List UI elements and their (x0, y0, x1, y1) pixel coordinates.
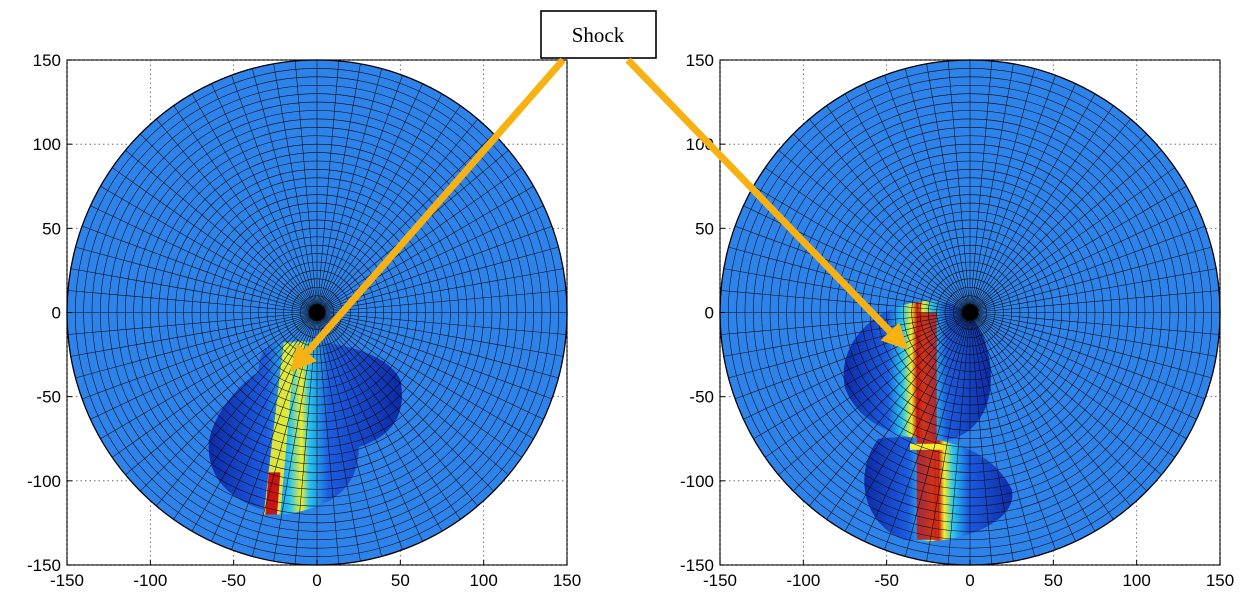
left-plot: -150 -100 -50 0 50 100 150 150 100 50 0 -50 -100 -150 (27, 51, 581, 590)
y-axis-ticks: 150 100 50 0 -50 -100 -150 (27, 51, 72, 575)
x-tick-label: -150 (50, 571, 84, 590)
mesh-center (309, 304, 325, 321)
x-tick-label: 0 (312, 571, 321, 590)
x-tick-label: 50 (391, 571, 410, 590)
callout-box (540, 10, 657, 59)
shock-callout: Shock (540, 10, 657, 59)
x-tick-label: 150 (1206, 571, 1234, 590)
y-tick-label: 50 (695, 219, 714, 238)
heat-region-lower (864, 437, 1013, 542)
shock-band (263, 342, 296, 515)
y-tick-label: 0 (705, 304, 714, 323)
x-tick-label: -100 (786, 571, 820, 590)
callout-arrow (625, 57, 908, 350)
mesh-center (962, 304, 978, 321)
x-tick-label: -150 (703, 571, 737, 590)
x-tick-label: 100 (1122, 571, 1150, 590)
y-tick-label: -100 (680, 472, 714, 491)
y-tick-label: -100 (27, 472, 61, 491)
y-tick-label: -50 (689, 388, 714, 407)
x-tick-label: -50 (221, 571, 246, 590)
shock-core (265, 472, 281, 515)
callout-label: Shock (572, 23, 625, 47)
y-tick-label: -150 (680, 556, 714, 575)
y-tick-label: -50 (36, 388, 61, 407)
y-tick-label: 150 (33, 51, 61, 70)
polar-mesh (720, 60, 1220, 565)
y-tick-label: 0 (52, 304, 61, 323)
callout-arrow (290, 57, 566, 372)
shock-arrows (290, 57, 908, 372)
x-tick-label: 0 (965, 571, 974, 590)
x-tick-label: 50 (1044, 571, 1063, 590)
shock-gap (910, 443, 944, 450)
y-tick-label: -150 (27, 556, 61, 575)
y-tick-label: 150 (686, 51, 714, 70)
y-tick-label: 100 (33, 135, 61, 154)
y-tick-label: 50 (42, 219, 61, 238)
x-tick-label: -100 (133, 571, 167, 590)
x-tick-label: 150 (553, 571, 581, 590)
x-axis-ticks: -150 -100 -50 0 50 100 150 (50, 560, 581, 590)
x-tick-label: -50 (874, 571, 899, 590)
x-axis-ticks: -150 -100 -50 0 50 100 150 (703, 560, 1234, 590)
x-tick-label: 100 (469, 571, 497, 590)
shock-core (916, 312, 937, 540)
